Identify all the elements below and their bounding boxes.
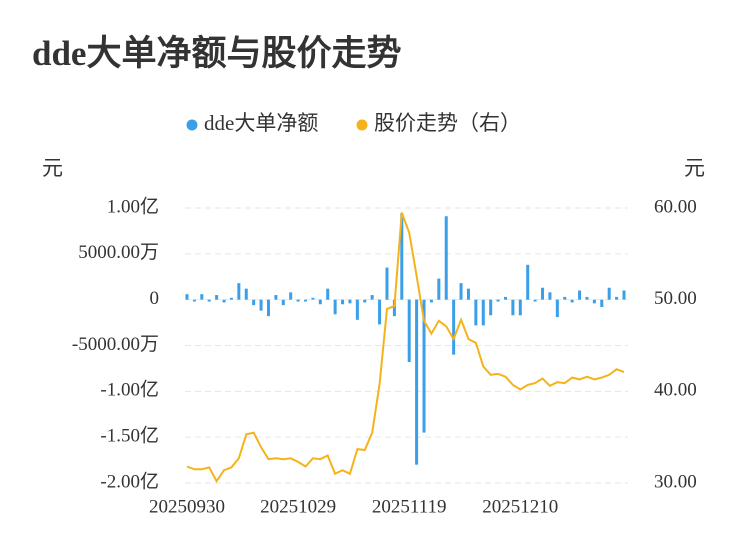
x-tick-label: 20250930 [149,496,225,517]
legend-label: dde大单净额 [204,111,318,135]
bar [585,296,589,300]
y2-tick-label: 30.00 [654,471,697,492]
bar [266,299,270,317]
bar [296,299,300,302]
y2-unit: 元 [684,156,705,180]
bar [459,283,463,300]
bar [326,288,330,300]
bar [392,299,396,317]
bar [333,299,337,315]
bar [407,299,411,362]
bar [378,299,382,325]
bar [304,299,308,302]
bar [355,299,359,320]
y2-tick-label: 40.00 [654,380,697,401]
bar [541,287,545,300]
bar [607,287,611,300]
y-tick-label: -1.00亿 [100,379,159,401]
bar [518,299,522,316]
bar [192,299,196,302]
bar [200,294,204,300]
bar [207,299,211,302]
x-tick-label: 20251029 [260,496,336,517]
bar [363,299,367,303]
bar [215,295,219,300]
x-tick-label: 20251210 [482,496,558,517]
y-tick-label: -5000.00万 [72,334,159,355]
bar [563,296,567,300]
bar [622,290,626,300]
bar [415,299,419,465]
price-line [186,212,625,484]
x-tick-label: 20251119 [372,496,447,517]
bar [570,299,574,303]
y-tick-label: 1.00亿 [107,195,159,217]
y-tick-label: -1.50亿 [100,425,159,447]
bar [444,216,448,300]
bar [452,299,456,355]
bar [578,290,582,300]
bar [481,299,485,326]
bar [503,296,507,300]
y-unit: 元 [42,156,63,180]
bar [600,299,604,307]
bar [229,297,233,300]
bar [592,299,596,304]
bar [533,299,537,302]
bar [526,264,530,300]
y2-tick-label: 50.00 [654,288,697,309]
bar [185,294,189,300]
bar [311,297,315,300]
bar [370,295,374,300]
bar [511,299,515,316]
bar [422,299,426,433]
bar [474,299,478,326]
bar [341,299,345,305]
legend-label: 股价走势（右） [374,111,521,135]
bar [348,299,352,304]
bar [259,299,263,311]
bar [274,295,278,300]
bar [237,283,241,300]
bar [289,292,293,300]
y-tick-label: 0 [150,288,160,309]
y-tick-label: 5000.00万 [78,242,159,263]
bar [400,213,404,300]
bar [555,299,559,318]
bar [437,278,441,300]
y-tick-label: -2.00亿 [100,470,159,492]
bar [244,288,248,300]
legend-marker [356,119,368,131]
bar [548,292,552,300]
bar [615,296,619,300]
bar [466,288,470,300]
bar [429,299,433,303]
legend-marker [186,119,198,131]
chart-title: dde大单净额与股价走势 [32,34,401,73]
bar [281,299,285,306]
bar [496,299,500,302]
bar [222,299,226,303]
bar [489,299,493,316]
y2-tick-label: 60.00 [654,196,697,217]
bar [385,267,389,300]
bar [318,299,322,305]
bar [252,299,256,306]
